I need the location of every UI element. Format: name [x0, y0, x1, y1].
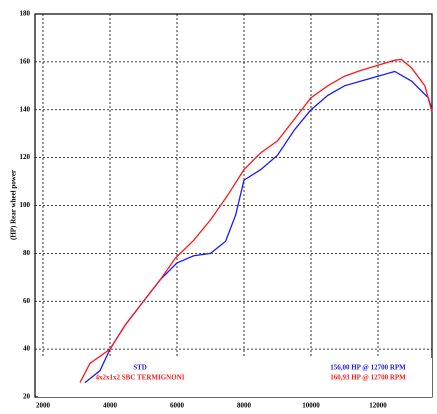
- y-tick-label: 180: [20, 10, 31, 18]
- series-line: [79, 58, 433, 383]
- y-tick-label: 120: [20, 153, 31, 161]
- legend-summary: 156,00 HP @ 12700 RPM: [330, 364, 406, 372]
- legend-label: 4x2x1x2 SBC TERMIGNONI: [96, 374, 185, 382]
- y-tick-label: 80: [23, 249, 31, 257]
- y-tick-label: 20: [23, 393, 31, 401]
- legend-label: STD: [133, 364, 147, 372]
- y-tick-label: 100: [20, 201, 31, 209]
- plot-frame: [34, 13, 433, 398]
- y-tick-label: 40: [23, 345, 31, 353]
- x-tick-label: 6000: [170, 402, 185, 410]
- x-tick-label: 2000: [36, 402, 51, 410]
- y-tick-label: 60: [23, 297, 31, 305]
- x-tick-label: 4000: [103, 402, 118, 410]
- legend-summary: 160,93 HP @ 12700 RPM: [330, 374, 406, 382]
- x-tick-label: 10000: [302, 402, 320, 410]
- y-tick-label: 140: [20, 105, 31, 113]
- x-tick-label: 8000: [237, 402, 252, 410]
- y-tick-label: 160: [20, 57, 31, 65]
- y-axis-label: (HP) Rear wheel power: [10, 170, 18, 240]
- legend-box: [38, 358, 432, 397]
- x-tick-label: 12000: [369, 402, 387, 410]
